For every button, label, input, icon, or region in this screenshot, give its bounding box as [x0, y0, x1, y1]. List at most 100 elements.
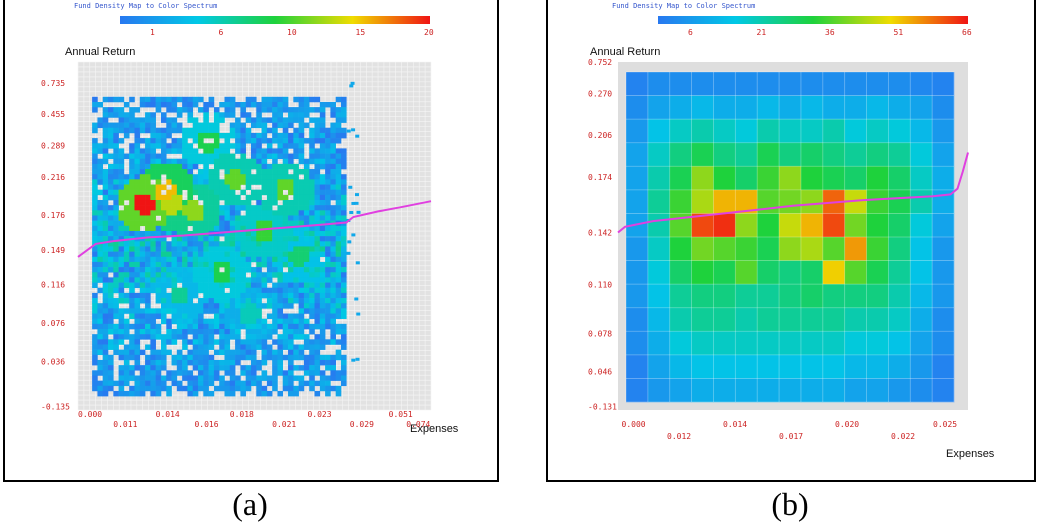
density-cell — [113, 174, 119, 180]
density-cell — [319, 132, 326, 139]
density-cell — [213, 370, 220, 376]
density-cell — [155, 200, 162, 206]
density-cell — [240, 220, 246, 227]
y-tick-label: 0.735 — [41, 79, 65, 88]
density-cell — [155, 354, 162, 361]
density-cell — [187, 163, 194, 170]
density-cell — [340, 303, 347, 309]
density-cell — [192, 153, 199, 160]
density-cell — [866, 189, 889, 214]
density-cell — [192, 158, 199, 165]
density-cell — [288, 318, 294, 325]
density-cell — [647, 142, 671, 167]
density-cell — [250, 344, 257, 350]
density-cell — [282, 153, 289, 160]
density-cell — [314, 189, 321, 196]
density-cell — [330, 277, 336, 283]
density-cell — [219, 344, 225, 350]
density-cell — [298, 220, 305, 227]
density-cell — [229, 179, 236, 185]
density-cell — [330, 215, 336, 221]
density-cell — [92, 385, 98, 392]
density-cell — [272, 153, 278, 160]
density-cell — [92, 246, 98, 252]
density-cell — [224, 96, 231, 103]
density-cell — [330, 318, 336, 325]
density-cell — [198, 303, 204, 309]
density-cell — [235, 251, 241, 258]
density-cell — [256, 107, 262, 113]
density-cell — [187, 210, 194, 216]
density-cell — [213, 179, 220, 185]
density-cell — [176, 370, 183, 376]
density-cell — [176, 158, 183, 165]
density-cell — [319, 380, 326, 387]
density-cell — [171, 375, 178, 381]
density-cell — [325, 303, 331, 309]
density-cell — [123, 344, 130, 350]
density-cell — [139, 169, 146, 175]
density-cell — [282, 148, 289, 154]
density-cell — [108, 292, 114, 299]
density-cell — [272, 184, 278, 190]
density-cell — [113, 138, 119, 144]
density-cell — [203, 282, 209, 289]
density-cell — [266, 143, 273, 149]
density-cell — [669, 354, 692, 379]
density-cell — [182, 200, 188, 206]
density-cell — [129, 390, 135, 397]
density-cell — [626, 166, 649, 191]
density-cell — [319, 101, 326, 108]
density-cell — [134, 220, 141, 227]
density-cell — [219, 298, 225, 304]
density-cell — [198, 287, 204, 294]
density-cell — [123, 251, 130, 258]
density-cell — [139, 308, 146, 314]
density-cell — [319, 261, 326, 268]
density-cell — [282, 96, 289, 103]
density-cell — [108, 329, 114, 335]
density-cell — [330, 339, 336, 345]
density-cell — [213, 158, 220, 165]
density-cell — [235, 163, 241, 170]
density-cell — [113, 282, 119, 289]
density-cell — [245, 334, 252, 340]
density-cell — [910, 307, 933, 332]
density-cell — [314, 148, 321, 154]
density-cell — [176, 365, 183, 371]
density-cell — [288, 143, 294, 149]
density-cell — [176, 143, 183, 149]
density-cell — [134, 138, 141, 144]
density-cell — [113, 287, 119, 294]
density-cell — [171, 179, 178, 185]
density-cell — [123, 194, 130, 201]
density-cell — [335, 153, 342, 160]
density-cell — [108, 236, 114, 242]
density-cell — [182, 292, 188, 299]
density-cell — [171, 272, 178, 278]
density-cell — [145, 194, 151, 201]
density-cell — [113, 143, 119, 149]
density-cell — [340, 189, 347, 196]
density-cell — [340, 267, 347, 273]
density-cell — [102, 143, 109, 149]
density-cell — [335, 308, 342, 314]
density-cell — [113, 256, 119, 263]
density-cell — [245, 158, 252, 165]
density-cell — [325, 132, 331, 139]
density-cell — [102, 370, 109, 376]
x-tick-label: 0.025 — [933, 420, 957, 429]
density-cell — [335, 246, 342, 252]
density-cell — [235, 277, 241, 283]
density-cell — [187, 174, 194, 180]
density-cell — [298, 127, 305, 134]
density-cell — [330, 210, 336, 216]
density-cell — [325, 225, 331, 232]
density-cell — [97, 287, 104, 294]
density-cell — [118, 169, 125, 175]
density-cell — [129, 251, 135, 258]
density-cell — [213, 313, 220, 319]
density-cell — [261, 230, 268, 237]
density-cell — [888, 166, 911, 191]
density-cell — [219, 179, 225, 185]
